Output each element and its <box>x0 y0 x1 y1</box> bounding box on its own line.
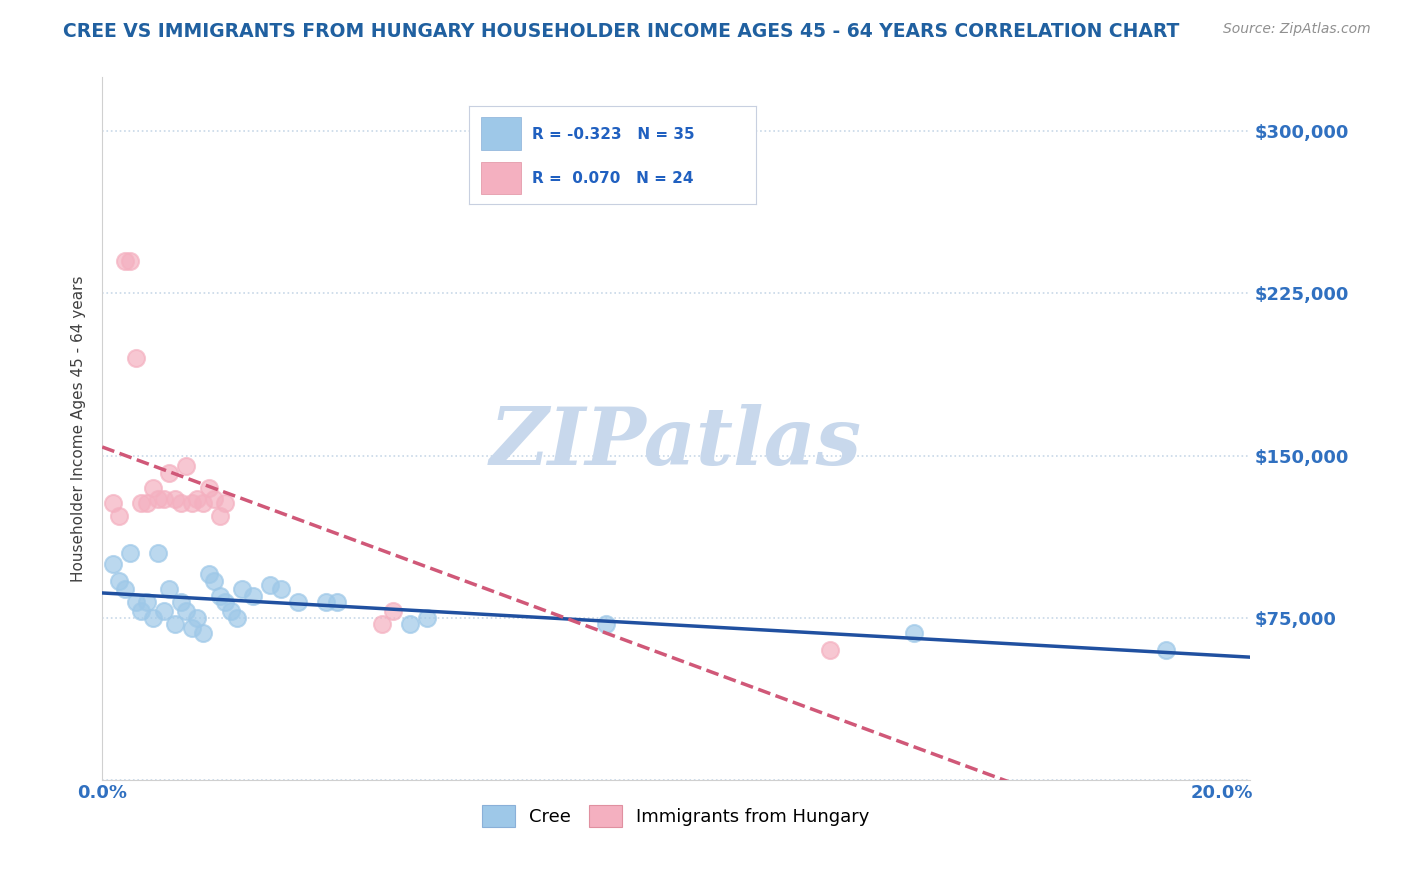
Point <box>242 589 264 603</box>
Point <box>186 610 208 624</box>
Point <box>208 589 231 603</box>
Point <box>169 496 191 510</box>
Point <box>197 481 219 495</box>
Legend: Cree, Immigrants from Hungary: Cree, Immigrants from Hungary <box>475 797 877 834</box>
Point <box>103 557 125 571</box>
Point <box>191 625 214 640</box>
Text: ZIPatlas: ZIPatlas <box>489 404 862 482</box>
Point <box>148 546 170 560</box>
Point <box>903 625 925 640</box>
Point <box>125 595 148 609</box>
Point <box>326 595 349 609</box>
Point <box>208 509 231 524</box>
Point <box>169 595 191 609</box>
Point <box>180 621 202 635</box>
Point <box>197 567 219 582</box>
Point <box>259 578 281 592</box>
Point <box>120 254 142 268</box>
Point <box>114 582 136 597</box>
Point <box>142 610 165 624</box>
Point <box>103 496 125 510</box>
Point <box>125 351 148 366</box>
Point <box>231 582 253 597</box>
Point <box>163 617 186 632</box>
Point <box>142 481 165 495</box>
Point <box>191 496 214 510</box>
Point <box>174 459 197 474</box>
Point <box>399 617 422 632</box>
Point <box>157 466 180 480</box>
Point <box>174 604 197 618</box>
Point <box>120 546 142 560</box>
Point <box>202 574 225 588</box>
Point <box>219 604 242 618</box>
Point <box>114 254 136 268</box>
Point <box>225 610 247 624</box>
Point <box>131 496 153 510</box>
Point <box>202 491 225 506</box>
Point <box>163 491 186 506</box>
Y-axis label: Householder Income Ages 45 - 64 years: Householder Income Ages 45 - 64 years <box>72 276 86 582</box>
Point <box>382 604 405 618</box>
Point <box>287 595 309 609</box>
Text: Source: ZipAtlas.com: Source: ZipAtlas.com <box>1223 22 1371 37</box>
Point <box>157 582 180 597</box>
Point <box>108 574 131 588</box>
Point <box>108 509 131 524</box>
Point <box>180 496 202 510</box>
Point <box>270 582 292 597</box>
Text: CREE VS IMMIGRANTS FROM HUNGARY HOUSEHOLDER INCOME AGES 45 - 64 YEARS CORRELATIO: CREE VS IMMIGRANTS FROM HUNGARY HOUSEHOL… <box>63 22 1180 41</box>
Point <box>214 496 236 510</box>
Point <box>214 595 236 609</box>
Point <box>152 491 174 506</box>
Point <box>371 617 394 632</box>
Point <box>136 595 159 609</box>
Point <box>818 643 841 657</box>
Point <box>595 617 617 632</box>
Point <box>136 496 159 510</box>
Point <box>131 604 153 618</box>
Point <box>148 491 170 506</box>
Point <box>315 595 337 609</box>
Point <box>1154 643 1177 657</box>
Point <box>416 610 439 624</box>
Point <box>186 491 208 506</box>
Point <box>152 604 174 618</box>
